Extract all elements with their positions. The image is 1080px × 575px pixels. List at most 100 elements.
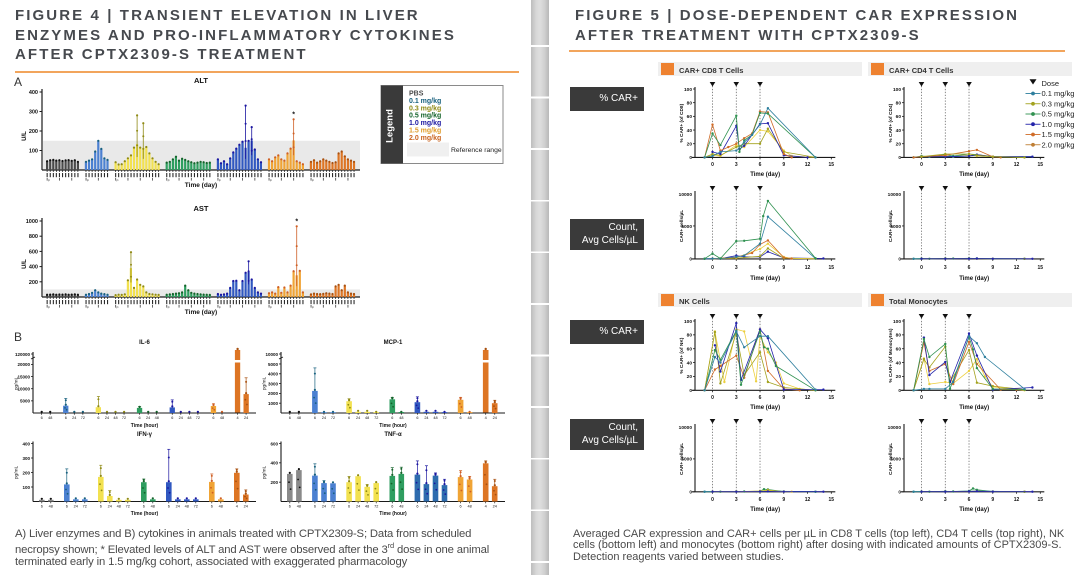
svg-text:6: 6: [968, 265, 971, 271]
svg-text:Time (hour): Time (hour): [379, 511, 407, 517]
svg-text:0: 0: [689, 155, 692, 161]
svg-text:A: A: [14, 75, 22, 89]
svg-text:P: P: [48, 306, 50, 310]
svg-text:48: 48: [399, 416, 403, 420]
svg-text:Time (day): Time (day): [750, 276, 780, 282]
svg-text:48: 48: [365, 505, 369, 509]
svg-text:B: B: [14, 330, 22, 344]
svg-text:6: 6: [968, 497, 971, 503]
svg-text:6: 6: [289, 416, 291, 420]
svg-text:80: 80: [687, 333, 693, 339]
svg-text:15: 15: [1038, 497, 1044, 503]
svg-text:6: 6: [348, 416, 350, 420]
svg-text:15: 15: [829, 395, 835, 401]
svg-text:Legend: Legend: [385, 109, 396, 143]
svg-text:0.1 mg/kg: 0.1 mg/kg: [1042, 89, 1075, 98]
svg-text:P: P: [270, 179, 272, 183]
svg-text:20: 20: [896, 142, 902, 148]
svg-text:9: 9: [991, 162, 994, 168]
svg-text:2.0 mg/kg: 2.0 mg/kg: [1042, 140, 1075, 149]
svg-text:4000: 4000: [268, 372, 279, 377]
svg-text:40: 40: [687, 360, 693, 366]
svg-text:12: 12: [1014, 395, 1020, 401]
svg-text:12: 12: [1014, 497, 1020, 503]
svg-text:Time (day): Time (day): [959, 276, 989, 282]
svg-text:400: 400: [29, 265, 38, 271]
svg-text:*: *: [292, 111, 295, 118]
svg-text:20: 20: [896, 374, 902, 380]
svg-text:48: 48: [48, 416, 52, 420]
svg-text:0: 0: [689, 490, 692, 496]
svg-text:48: 48: [297, 505, 301, 509]
svg-text:1.0 mg/kg: 1.0 mg/kg: [1042, 120, 1075, 129]
svg-text:10000: 10000: [679, 425, 693, 431]
svg-text:pg/mL: pg/mL: [14, 377, 20, 391]
svg-text:6: 6: [41, 505, 43, 509]
svg-text:72: 72: [442, 416, 446, 420]
svg-text:6: 6: [314, 416, 316, 420]
svg-text:3000: 3000: [268, 381, 279, 386]
svg-text:100: 100: [29, 149, 38, 155]
svg-text:100: 100: [684, 87, 692, 93]
svg-text:P: P: [312, 306, 314, 310]
svg-text:24: 24: [176, 505, 180, 509]
svg-text:10000: 10000: [888, 425, 902, 431]
svg-text:15: 15: [1038, 162, 1044, 168]
svg-text:P: P: [312, 179, 314, 183]
svg-text:24: 24: [356, 416, 360, 420]
svg-text:10000: 10000: [679, 192, 693, 198]
svg-text:ALT: ALT: [194, 76, 208, 85]
svg-text:100: 100: [684, 319, 692, 325]
svg-text:1.5 mg/kg: 1.5 mg/kg: [1042, 130, 1075, 139]
svg-text:U/L: U/L: [22, 131, 28, 141]
svg-text:5000: 5000: [20, 399, 31, 404]
svg-text:600: 600: [270, 441, 278, 446]
svg-text:CAR+ cells/µL: CAR+ cells/µL: [888, 443, 894, 475]
svg-text:U/L: U/L: [22, 259, 28, 269]
svg-text:48: 48: [433, 416, 437, 420]
svg-text:Time (day): Time (day): [185, 309, 217, 316]
svg-text:Time (day): Time (day): [750, 507, 780, 513]
svg-text:pg/mL: pg/mL: [262, 377, 268, 391]
svg-text:Time (hour): Time (hour): [379, 423, 407, 429]
svg-text:0.1 mg/kg: 0.1 mg/kg: [409, 98, 441, 105]
svg-text:Time (day): Time (day): [750, 172, 780, 178]
svg-text:% CAR+ (of CD8): % CAR+ (of CD8): [679, 103, 685, 142]
svg-text:48: 48: [399, 505, 403, 509]
svg-text:0: 0: [711, 265, 714, 271]
svg-text:4: 4: [236, 505, 238, 509]
svg-text:3: 3: [735, 162, 738, 168]
svg-text:6: 6: [66, 505, 68, 509]
svg-text:15: 15: [1038, 265, 1044, 271]
svg-text:6: 6: [289, 505, 291, 509]
svg-text:5000: 5000: [890, 457, 901, 463]
svg-text:Time (day): Time (day): [959, 405, 989, 411]
svg-text:200: 200: [270, 480, 278, 485]
svg-text:3: 3: [735, 497, 738, 503]
svg-text:% CAR+ (of CD4): % CAR+ (of CD4): [888, 103, 894, 142]
svg-text:Time (day): Time (day): [185, 182, 217, 189]
svg-text:15: 15: [829, 162, 835, 168]
svg-text:P: P: [219, 306, 221, 310]
svg-text:P: P: [116, 306, 118, 310]
svg-text:600: 600: [29, 249, 38, 255]
svg-text:10000: 10000: [888, 192, 902, 198]
svg-text:80: 80: [896, 100, 902, 106]
svg-text:AST: AST: [194, 204, 209, 213]
svg-text:100: 100: [893, 319, 901, 325]
svg-text:0: 0: [711, 162, 714, 168]
svg-text:0: 0: [689, 257, 692, 263]
svg-text:400: 400: [22, 441, 30, 446]
svg-text:72: 72: [126, 505, 130, 509]
svg-text:6: 6: [759, 162, 762, 168]
svg-text:0: 0: [689, 388, 692, 394]
svg-text:MCP-1: MCP-1: [384, 340, 403, 346]
svg-text:24: 24: [74, 505, 78, 509]
svg-text:20: 20: [687, 374, 693, 380]
svg-text:20000: 20000: [17, 362, 30, 367]
svg-text:48: 48: [365, 416, 369, 420]
svg-text:24: 24: [244, 416, 248, 420]
svg-text:24: 24: [356, 505, 360, 509]
svg-text:3: 3: [944, 497, 947, 503]
svg-text:24: 24: [322, 505, 326, 509]
